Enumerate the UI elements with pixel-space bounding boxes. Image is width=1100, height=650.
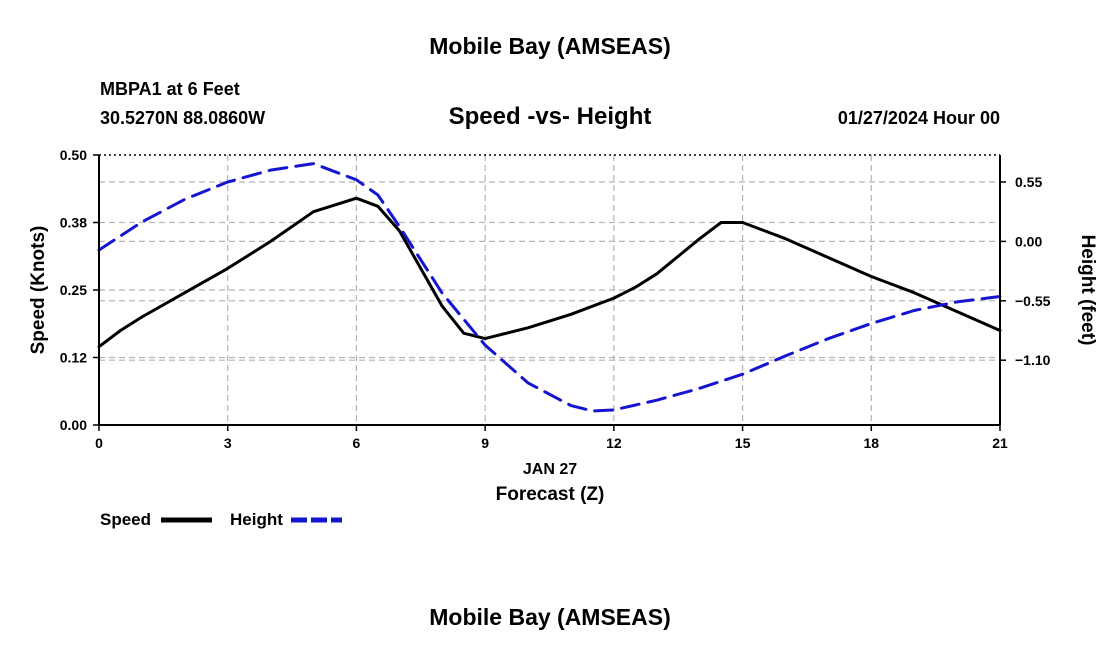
- y-tick-label-left: 0.50: [60, 147, 87, 163]
- station-coords: 30.5270N 88.0860W: [100, 108, 265, 128]
- y-tick-label-left: 0.25: [60, 282, 87, 298]
- x-tick-label: 15: [735, 435, 751, 451]
- y-tick-label-right: −1.10: [1015, 352, 1051, 368]
- legend: Speed Height: [100, 510, 342, 529]
- x-tick-label: 12: [606, 435, 622, 451]
- tick-labels: 0 3 6 9 12 15 18 21 0.00 0.12 0.25 0.38 0.50 0.55 0.00…: [60, 147, 1051, 451]
- y-axis-label-right: Height (feet): [1077, 235, 1098, 346]
- y-tick-label-right: 0.00: [1015, 233, 1042, 249]
- height-series-line: [97, 162, 1002, 413]
- legend-height-label: Height: [230, 510, 283, 529]
- x-tick-label: 6: [353, 435, 361, 451]
- legend-speed-label: Speed: [100, 510, 151, 529]
- chart-title: Speed -vs- Height: [449, 103, 652, 130]
- axes: [93, 154, 1006, 431]
- x-tick-label: 9: [481, 435, 489, 451]
- station-label: MBPA1 at 6 Feet: [100, 79, 240, 99]
- footer-title: Mobile Bay (AMSEAS): [429, 604, 671, 630]
- x-sublabel: JAN 27: [523, 461, 577, 478]
- x-tick-label: 0: [95, 435, 103, 451]
- forecast-datetime: 01/27/2024 Hour 00: [838, 108, 1000, 128]
- x-axis-label: Forecast (Z): [496, 484, 605, 505]
- y-tick-label-right: −0.55: [1015, 293, 1051, 309]
- y-tick-label-left: 0.00: [60, 417, 87, 433]
- y-axis-label-left: Speed (Knots): [28, 226, 49, 355]
- y-tick-label-right: 0.55: [1015, 174, 1042, 190]
- y-tick-label-left: 0.12: [60, 350, 87, 366]
- speed-series-line: [97, 196, 1002, 349]
- grid: [99, 155, 1000, 425]
- x-tick-label: 18: [863, 435, 879, 451]
- y-tick-label-left: 0.38: [60, 215, 87, 231]
- page-title: Mobile Bay (AMSEAS): [429, 33, 671, 59]
- x-tick-label: 3: [224, 435, 232, 451]
- series-layer: [97, 162, 1002, 413]
- x-tick-label: 21: [992, 435, 1008, 451]
